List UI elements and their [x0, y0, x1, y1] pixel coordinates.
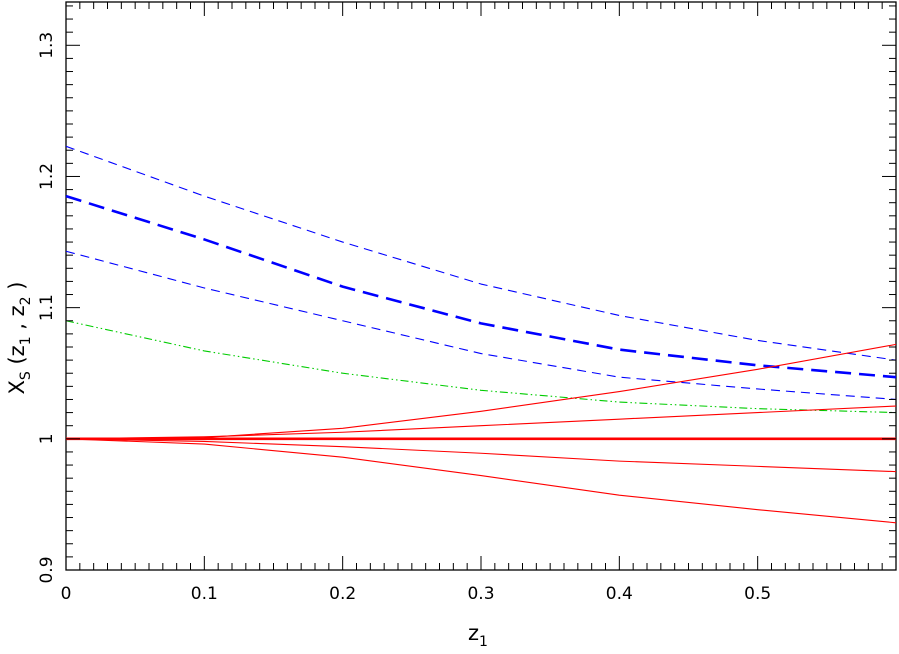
- x-tick-label: 0.1: [191, 584, 218, 604]
- y-tick-label: 1: [37, 433, 57, 444]
- x-tick-label: 0.5: [744, 584, 771, 604]
- series-line-3: [65, 320, 897, 414]
- series-line-4: [65, 343, 897, 440]
- plot-frame: [65, 1, 897, 571]
- series-line-7: [65, 438, 897, 473]
- y-tick-label: 1.1: [37, 294, 57, 321]
- series-line-2: [65, 250, 897, 401]
- x-tick-label: 0.3: [467, 584, 494, 604]
- ticks-layer: [65, 2, 897, 571]
- y-tick-label: 1.3: [37, 32, 57, 59]
- series-line-1: [65, 194, 897, 379]
- y-axis-title: XS (z1 , z2 ): [5, 282, 34, 395]
- series-layer: [65, 145, 897, 524]
- labels-layer: 0 0.1 0.2 0.3 0.4 0.5 0.9 1 1.1 1.2 1.3: [37, 32, 771, 604]
- plot-area: [65, 1, 897, 571]
- x-tick-label: 0.4: [606, 584, 633, 604]
- y-tick-label: 0.9: [37, 556, 57, 583]
- series-line-0: [65, 145, 897, 361]
- x-axis-title: z1: [468, 621, 488, 650]
- y-tick-label: 1.2: [37, 163, 57, 190]
- x-tick-label: 0: [61, 584, 72, 604]
- series-line-8: [65, 438, 897, 524]
- series-line-5: [65, 405, 897, 440]
- x-tick-label: 0.2: [329, 584, 356, 604]
